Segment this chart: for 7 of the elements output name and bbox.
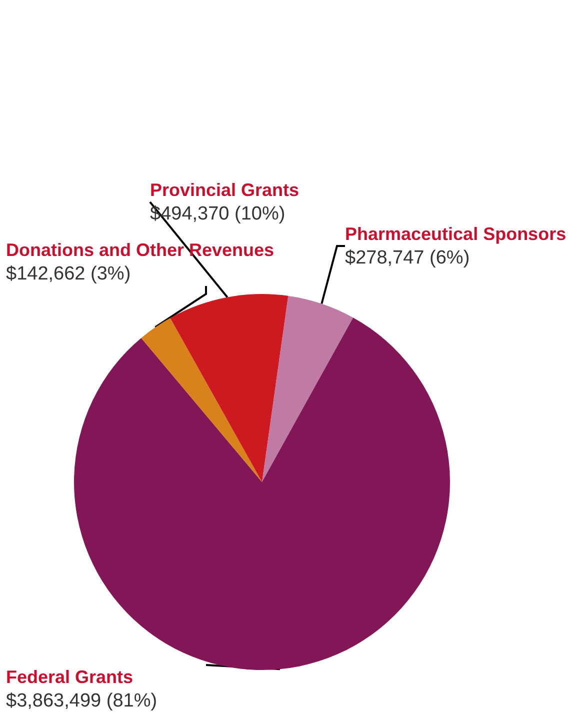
slice-label: Provincial Grants — [150, 180, 300, 200]
slice-label: Donations and Other Revenues — [6, 240, 274, 260]
data-label: $142,662 (3%) — [6, 264, 131, 284]
data-label: $278,747 (6%) — [345, 248, 470, 268]
slice-label: Federal Grants — [6, 667, 134, 687]
slice-label: Pharmaceutical Sponsors — [345, 224, 566, 244]
data-label: $3,863,499 (81%) — [6, 690, 158, 712]
